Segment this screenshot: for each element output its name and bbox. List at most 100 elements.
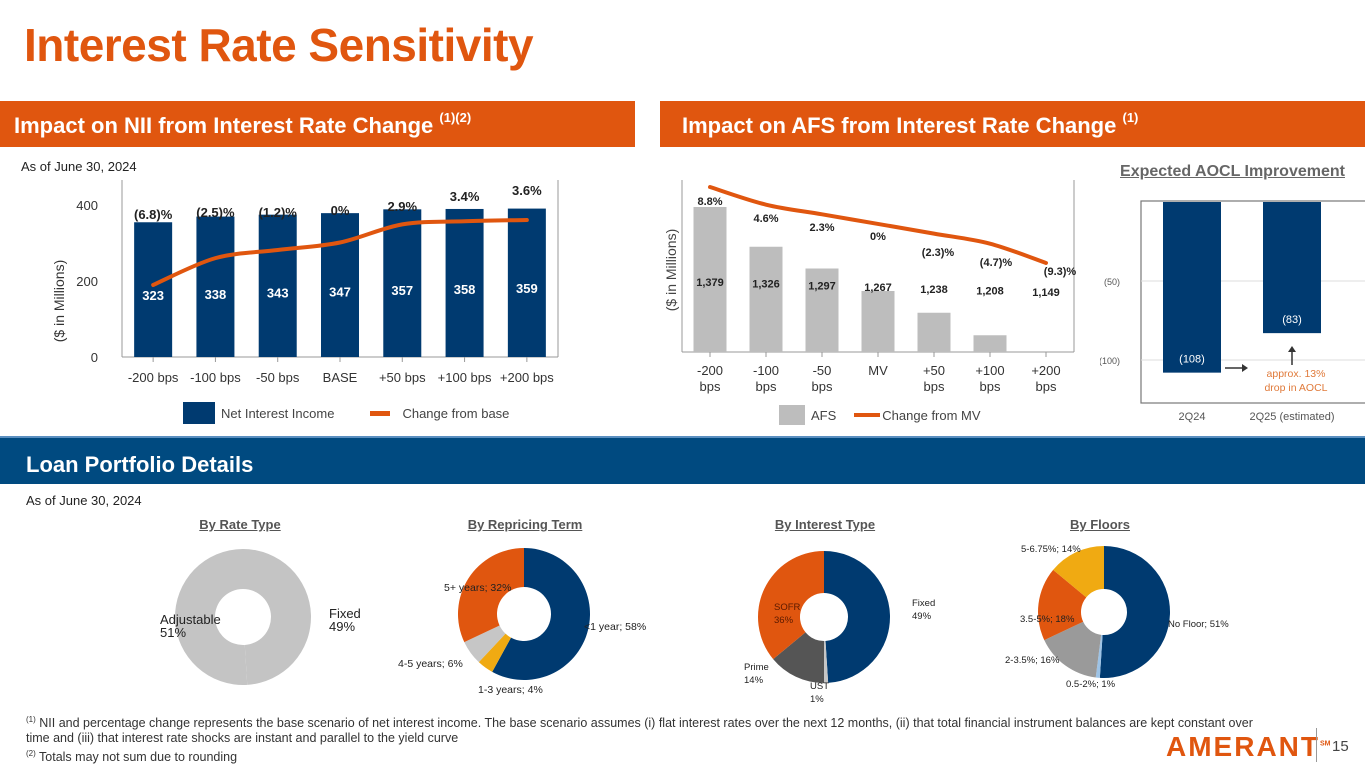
rate-type-slice-label: 49% (329, 619, 355, 634)
afs-change-label: (2.3)% (922, 247, 955, 259)
floors-slice-label: No Floor; 51% (1168, 619, 1229, 630)
nii-bar (383, 209, 422, 357)
nii-legend-line-swatch (370, 410, 391, 416)
afs-bar (917, 312, 951, 352)
afs-change-label: (9.3)% (1044, 266, 1077, 278)
afs-bar (693, 207, 727, 352)
rate-type-slice-label: 51% (160, 625, 186, 640)
repricing-slice (458, 548, 524, 643)
nii-section-title: Impact on NII from Interest Rate Change (14, 113, 434, 138)
floors-chart-title: By Floors (1070, 517, 1130, 532)
afs-bar-value-label: 1,238 (920, 284, 948, 296)
interest-type-slice (824, 551, 891, 683)
afs-x-tick-label-line2: bps (812, 379, 833, 394)
repricing-slice (478, 633, 511, 672)
footnote-2-marker: (2) (26, 749, 36, 759)
afs-bar (749, 246, 783, 352)
repricing-term-chart-title: By Repricing Term (467, 517, 583, 532)
aocl-bar (1163, 202, 1221, 373)
nii-x-tick-label: -200 bps (128, 370, 179, 385)
afs-x-tick-label: +100 (975, 363, 1004, 378)
nii-x-tick-label: -100 bps (190, 370, 241, 385)
aocl-right-arrow-head (1242, 364, 1248, 372)
nii-bar (258, 214, 297, 357)
nii-legend-line-label: Change from base (402, 405, 510, 421)
rate-type-slice (243, 549, 312, 685)
aocl-title: Expected AOCL Improvement (1120, 163, 1345, 180)
afs-change-line (708, 185, 1048, 265)
afs-section-title: Impact on AFS from Interest Rate Change (682, 113, 1117, 138)
floors-slice (1099, 546, 1170, 678)
footnotes: (1) NII and percentage change represents… (26, 712, 1256, 765)
repricing-slice-label: <1 year; 58% (584, 621, 646, 633)
repricing-slice-label: 5+ years; 32% (444, 582, 511, 594)
nii-x-tick-label: BASE (323, 370, 358, 385)
page-title: Interest Rate Sensitivity (24, 19, 534, 71)
interest-type-slice-label: 36% (774, 615, 794, 626)
floors-slice-label: 5-6.75%; 14% (1021, 544, 1081, 555)
afs-change-label: (4.7)% (980, 257, 1013, 269)
floors-donut-chart: No Floor; 51% 0.5-2%; 1% 2-3.5%; 16% 3.5-5%… (1005, 544, 1229, 690)
logo-wordmark: AMERANT (1166, 731, 1320, 762)
nii-bar (134, 222, 173, 357)
amerant-logo: AMERANTSM (1166, 731, 1331, 763)
afs-legend-line-label: Change from MV (882, 407, 981, 423)
footnote-2-text: Totals may not sum due to rounding (35, 750, 238, 765)
afs-legend: AFS Change from MV (779, 405, 981, 425)
afs-change-label: 2.3% (809, 222, 834, 234)
interest-type-slice-label: UST (810, 681, 829, 692)
repricing-slice (492, 548, 590, 680)
afs-chart: ($ in Millions) 1,379-200bps8.8%1,326-100… (663, 180, 1077, 394)
nii-x-tick-label: +100 bps (438, 370, 492, 385)
loan-section-title: Loan Portfolio Details (26, 452, 254, 477)
interest-type-slice-label: 49% (912, 611, 932, 622)
interest-type-slice-label: Prime (744, 662, 769, 673)
afs-x-tick-label-line2: bps (700, 379, 721, 394)
nii-legend-bar-swatch (183, 402, 215, 424)
repricing-term-donut-chart: <1 year; 58% 1-3 years; 4% 4-5 years; 6% 5+… (398, 548, 646, 696)
loan-as-of-date: As of June 30, 2024 (26, 493, 142, 508)
rate-type-slice-label: Fixed (329, 606, 361, 621)
afs-bar (861, 291, 895, 352)
afs-bar-value-label: 1,379 (696, 277, 724, 289)
nii-bar-value-label: 338 (205, 287, 227, 302)
afs-bar-value-label: 1,208 (976, 286, 1004, 298)
nii-change-line (151, 218, 529, 287)
nii-title-footnote-ref: (1)(2) (439, 110, 472, 125)
afs-x-tick-label: -50 (813, 363, 832, 378)
nii-section-header: Impact on NII from Interest Rate Change … (0, 101, 635, 147)
afs-legend-bar-label: AFS (811, 407, 837, 423)
nii-change-label: (1.2)% (259, 205, 298, 220)
aocl-x-tick-label: 2Q25 (estimated) (1250, 411, 1335, 423)
afs-change-label: 8.8% (697, 196, 722, 208)
afs-legend-line-swatch (854, 413, 881, 417)
rate-type-chart-title: By Rate Type (199, 517, 281, 532)
nii-legend: Net Interest Income Change from base (183, 402, 509, 424)
afs-x-tick-label: +200 (1031, 363, 1060, 378)
floors-slice-label: 3.5-5%; 18% (1020, 614, 1075, 625)
afs-bar-value-label: 1,267 (864, 282, 892, 294)
aocl-x-tick-label: 2Q24 (1179, 411, 1206, 423)
interest-type-slice (773, 632, 824, 683)
nii-bar (445, 208, 484, 357)
floors-slice-label: 0.5-2%; 1% (1066, 679, 1116, 690)
nii-x-tick-label: +200 bps (500, 370, 554, 385)
interest-type-slice-label: 1% (810, 694, 824, 705)
aocl-chart: (50) (100) (108) 2Q24 (83) 2Q25 (estimated) ap… (1100, 200, 1365, 423)
nii-change-label: 3.4% (450, 189, 480, 204)
afs-change-label: 0% (870, 231, 886, 243)
rate-type-slice (175, 549, 248, 685)
footnote-2: (2) Totals may not sum due to rounding (26, 746, 1256, 765)
interest-type-slice-label: Fixed (912, 598, 935, 609)
nii-y-axis-label: ($ in Millions) (51, 260, 67, 342)
nii-change-label: 0% (331, 203, 350, 218)
nii-as-of-date: As of June 30, 2024 (21, 159, 137, 174)
nii-change-label: (2.5)% (196, 205, 235, 220)
repricing-slice-label: 4-5 years; 6% (398, 658, 463, 670)
nii-change-label: 2.9% (387, 199, 417, 214)
aocl-up-arrow-head (1288, 346, 1296, 352)
nii-bar (196, 216, 235, 357)
nii-y-tick-label: 200 (76, 274, 98, 289)
footnote-1: (1) NII and percentage change represents… (26, 712, 1256, 746)
